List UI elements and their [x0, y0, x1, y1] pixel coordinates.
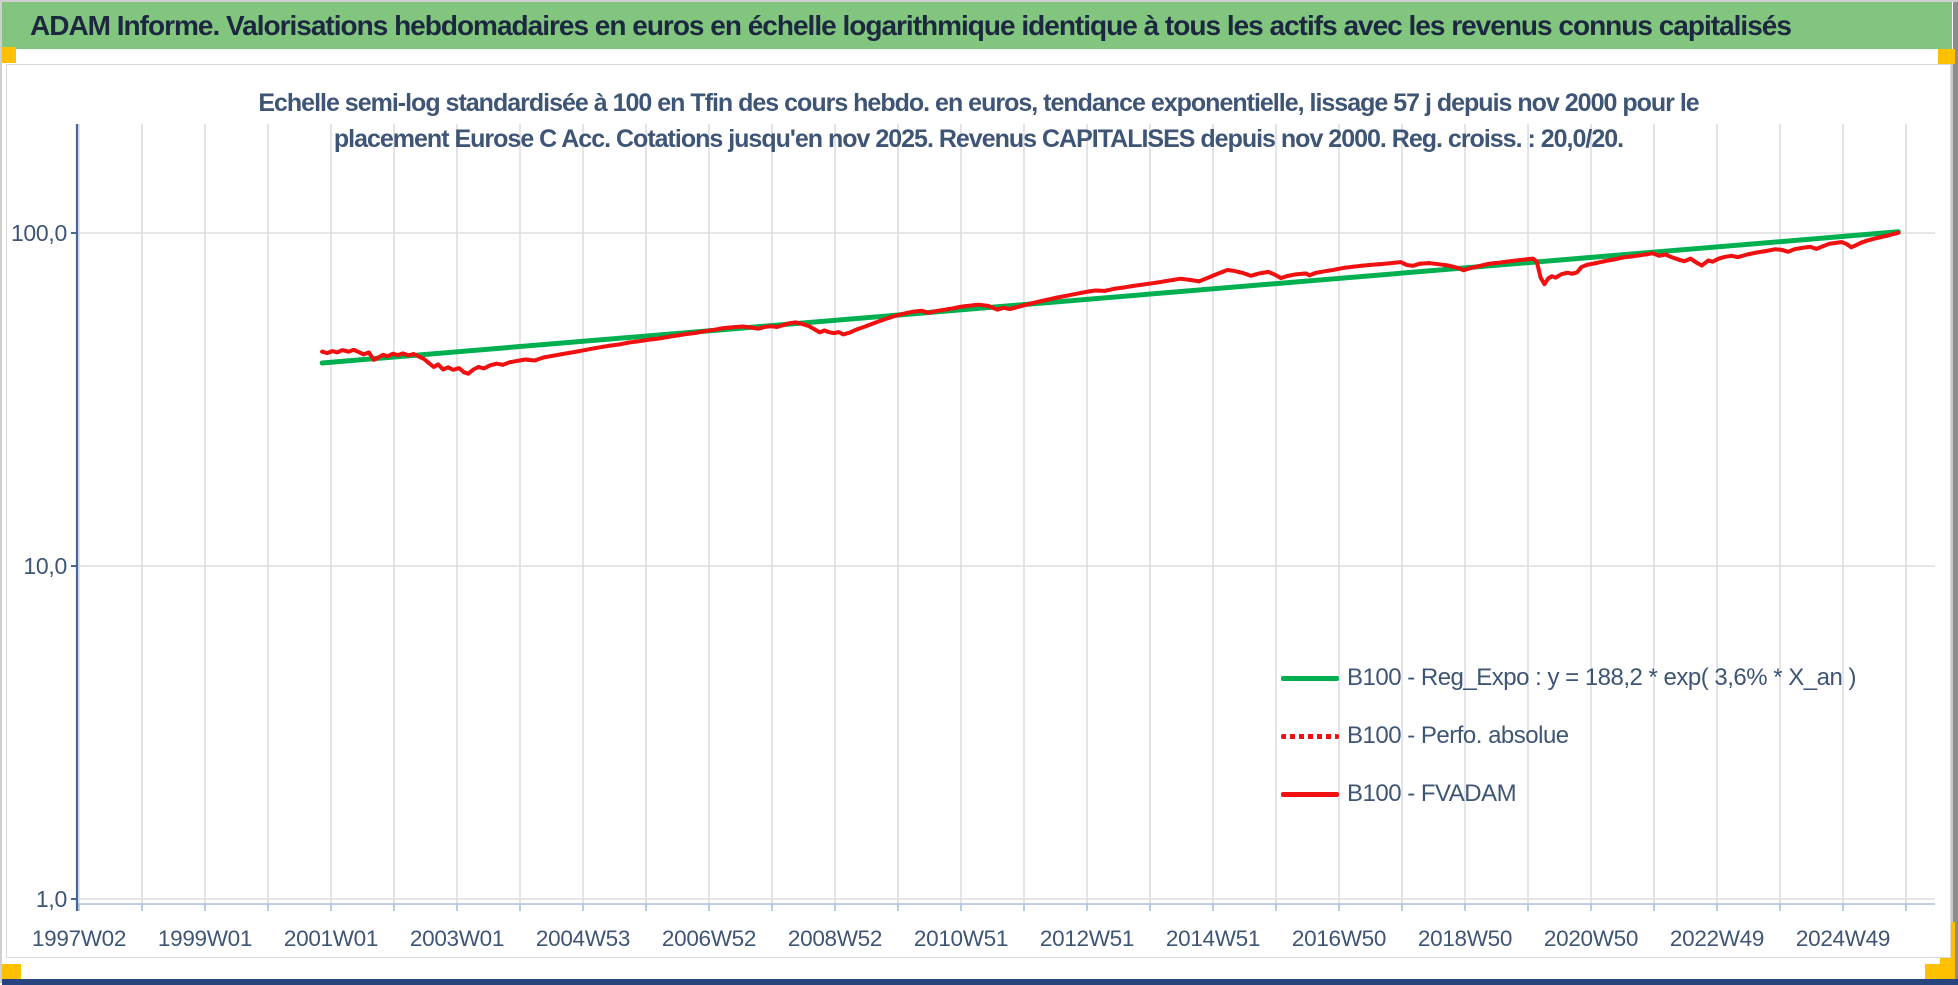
x-axis-label[interactable]: 1997W02 [32, 926, 127, 951]
y-axis-label[interactable]: 10,0 [23, 553, 67, 579]
legend-swatch-red-line [1281, 791, 1339, 797]
x-axis-label[interactable]: 2003W01 [410, 926, 505, 951]
plot-area[interactable]: 100,0 10,0 1,0 1997W02 1999W01 2001W01 2003W01… [7, 65, 1949, 956]
legend-label: B100 - Perfo. absolue [1347, 722, 1569, 749]
chart-legend[interactable]: B100 - Reg_Expo : y = 188,2 * exp( 3,6% … [1281, 649, 1941, 823]
series-reg-expo-line[interactable] [319, 229, 1901, 366]
window-right-border [1953, 2, 1958, 985]
legend-swatch-green-line [1281, 675, 1339, 681]
x-axis-label[interactable]: 2018W50 [1418, 926, 1513, 951]
series-fvadam-line[interactable] [320, 230, 1901, 376]
x-axis-label[interactable]: 2006W52 [662, 926, 757, 951]
sheet-bottom-border [2, 979, 1958, 985]
x-axis-label[interactable]: 2004W53 [536, 926, 631, 951]
x-axis-label[interactable]: 2024W49 [1796, 926, 1891, 951]
x-axis-label[interactable]: 2012W51 [1040, 926, 1135, 951]
worksheet-header-title: ADAM Informe. Valorisations hebdomadaire… [30, 9, 1792, 41]
x-axis-label[interactable]: 2014W51 [1166, 926, 1261, 951]
chart-title-line-2: placement Eurose C Acc. Cotations jusqu'… [333, 125, 1624, 153]
worksheet-header-band[interactable]: ADAM Informe. Valorisations hebdomadaire… [2, 2, 1952, 49]
sheet-cell-accent-bottom-left [2, 964, 21, 979]
y-axis-label[interactable]: 1,0 [36, 886, 67, 912]
legend-item-reg-expo[interactable]: B100 - Reg_Expo : y = 188,2 * exp( 3,6% … [1281, 649, 1941, 707]
legend-item-perfo-absolue[interactable]: B100 - Perfo. absolue [1281, 707, 1941, 765]
sheet-right-gutter-line [1951, 49, 1953, 979]
x-axis-label[interactable]: 2008W52 [788, 926, 883, 951]
legend-item-fvadam[interactable]: B100 - FVADAM [1281, 765, 1941, 823]
x-axis-label[interactable]: 2010W51 [914, 926, 1009, 951]
sheet-cell-accent-bottom-right [1925, 964, 1955, 979]
x-axis-label[interactable]: 1999W01 [158, 926, 253, 951]
chart-object[interactable]: 100,0 10,0 1,0 1997W02 1999W01 2001W01 2003W01… [6, 64, 1951, 958]
chart-title-line-1: Echelle semi-log standardisée à 100 en T… [258, 89, 1699, 117]
y-axis-label[interactable]: 100,0 [11, 220, 67, 246]
sheet-cell-accent-top-right [1938, 49, 1955, 64]
x-axis-label[interactable]: 2016W50 [1292, 926, 1387, 951]
chart-title[interactable]: Echelle semi-log standardisée à 100 en T… [7, 85, 1950, 157]
legend-label: B100 - Reg_Expo : y = 188,2 * exp( 3,6% … [1347, 664, 1857, 691]
sheet-cell-accent-top-left [2, 47, 16, 63]
legend-label: B100 - FVADAM [1347, 780, 1517, 807]
legend-swatch-red-dotted-line [1281, 733, 1339, 739]
x-axis-label[interactable]: 2022W49 [1670, 926, 1765, 951]
x-axis-label[interactable]: 2020W50 [1544, 926, 1639, 951]
x-axis-label[interactable]: 2001W01 [284, 926, 379, 951]
